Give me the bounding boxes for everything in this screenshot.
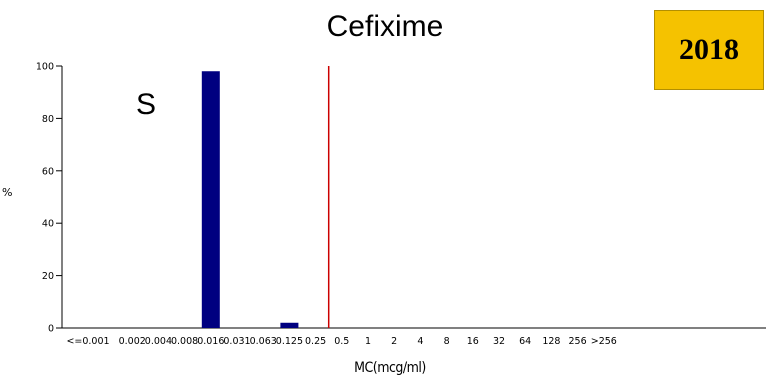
y-tick-label: 60 xyxy=(42,166,54,177)
y-tick-label: 80 xyxy=(42,114,54,125)
x-tick-label: 64 xyxy=(519,336,531,347)
x-tick-label: 0.25 xyxy=(305,336,326,347)
x-tick-label: 2 xyxy=(391,336,397,347)
x-tick-label: <=0.001 xyxy=(66,336,109,347)
y-tick-label: 100 xyxy=(36,62,54,73)
susceptible-annotation: S xyxy=(136,88,157,121)
y-tick-label: 20 xyxy=(42,271,54,282)
x-tick-label: 1 xyxy=(365,336,371,347)
y-axis-label: % xyxy=(2,186,13,199)
x-tick-label: 0.063 xyxy=(250,336,277,347)
x-tick-label: 0.5 xyxy=(334,336,349,347)
x-tick-label: 0.008 xyxy=(171,336,198,347)
x-tick-label: 0.016 xyxy=(197,336,224,347)
x-tick-label: 16 xyxy=(467,336,479,347)
year-badge: 2018 xyxy=(654,10,764,90)
bar-0016 xyxy=(201,71,220,329)
x-tick-label: 8 xyxy=(444,336,450,347)
x-tick-label: 128 xyxy=(542,336,560,347)
x-tick-label: 256 xyxy=(569,336,587,347)
x-tick-label: 0.004 xyxy=(145,336,172,347)
x-tick-label: 0.002 xyxy=(119,336,146,347)
y-tick-label: 0 xyxy=(48,324,54,335)
x-axis-label: MC(mcg/ml) xyxy=(354,360,426,376)
x-tick-label: 0.125 xyxy=(276,336,303,347)
x-tick-label: 0.031 xyxy=(223,336,250,347)
x-tick-label: 4 xyxy=(417,336,423,347)
bar-0125 xyxy=(280,322,299,328)
chart-title: Cefixime xyxy=(326,10,444,43)
x-tick-label: 32 xyxy=(493,336,505,347)
x-tick-label: >256 xyxy=(591,336,617,347)
y-tick-label: 40 xyxy=(42,219,54,230)
